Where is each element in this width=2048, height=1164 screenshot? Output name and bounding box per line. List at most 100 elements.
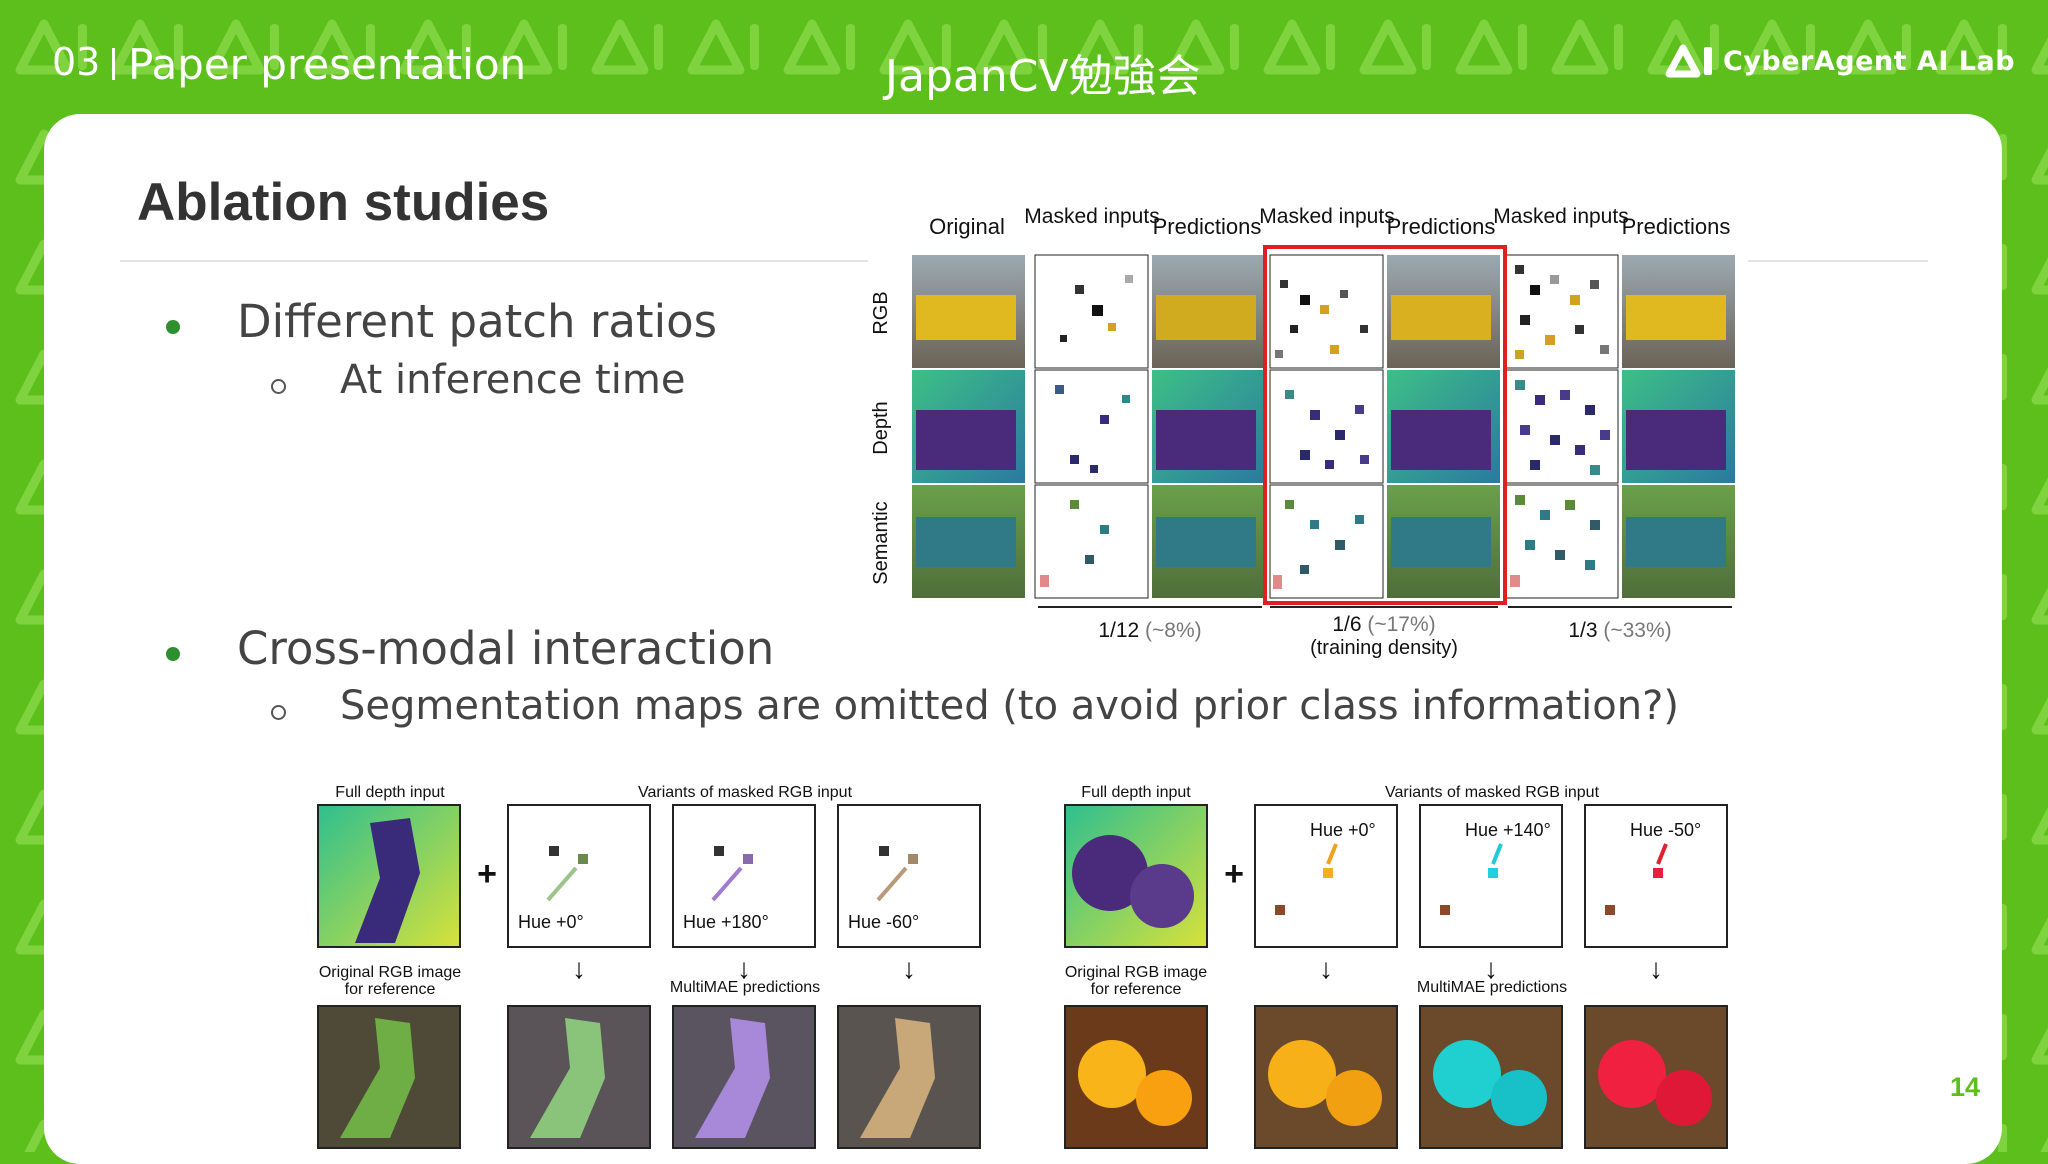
rgb-patch <box>743 854 753 864</box>
highlight-box <box>1263 245 1507 605</box>
bullet-dot <box>166 320 180 334</box>
figure-patch-ratios: Original Masked inputs Predictions Maske… <box>870 205 1735 659</box>
down-arrow-icon: ↓ <box>737 953 751 984</box>
sub-bullet-inference: At inference time <box>340 357 686 403</box>
hue-box-left-2 <box>672 804 816 948</box>
hue-arrow <box>1656 843 1668 865</box>
slide-number: 03 <box>52 40 101 84</box>
bullet-patch-ratios: Different patch ratios <box>237 295 718 348</box>
ratio-label-3: 1/3 (~33%) <box>1568 619 1671 642</box>
label-variants-left: Variants of masked RGB input <box>638 784 853 801</box>
rgb-patch <box>1488 868 1498 878</box>
tram-shape <box>916 295 1016 340</box>
logo: CyberAgent AI Lab <box>1665 44 2015 78</box>
hue-label-left-1: Hue +0° <box>518 912 584 932</box>
slide-title: Ablation studies <box>137 173 550 232</box>
rgb-patch <box>1440 905 1450 915</box>
rgb-patch <box>1605 905 1615 915</box>
fruit-pred-orange <box>1326 1070 1382 1126</box>
page-number: 14 <box>1950 1072 1981 1102</box>
masked-input-3 <box>1504 254 1619 599</box>
column-header-original: Original <box>929 214 1005 239</box>
masked-input-1 <box>1034 254 1149 599</box>
hue-arrow <box>1491 843 1503 865</box>
prediction-1 <box>1152 255 1265 598</box>
semantic-tram-shape <box>916 517 1016 567</box>
fruit-pred-cyan <box>1433 1040 1501 1108</box>
lizard-pred-tan <box>860 1018 935 1138</box>
label-original-left-2: for reference <box>345 981 436 998</box>
column-header-masked-2: Masked inputs <box>1259 205 1394 228</box>
label-full-depth-right: Full depth input <box>1081 784 1191 801</box>
row-label-depth: Depth <box>870 401 892 454</box>
title-rule-left <box>120 260 868 262</box>
label-original-right-2: for reference <box>1091 981 1182 998</box>
hue-box-left-1 <box>507 804 651 948</box>
depth-tram-shape <box>916 410 1016 470</box>
column-header-predictions-2: Predictions <box>1387 214 1496 239</box>
plus-sign-right: + <box>1224 855 1244 893</box>
hue-arrow <box>876 866 908 902</box>
hue-label-right-1: Hue +0° <box>1310 820 1376 840</box>
rgb-patch <box>879 846 889 856</box>
hue-arrow <box>1326 843 1338 865</box>
column-header-predictions-3: Predictions <box>1622 214 1731 239</box>
rgb-patch <box>1323 868 1333 878</box>
presentation-title: Paper presentation <box>128 40 527 89</box>
column-header-predictions-1: Predictions <box>1153 214 1262 239</box>
fruit-pred-cyan <box>1491 1070 1547 1126</box>
sub-bullet-segmentation: Segmentation maps are omitted (to avoid … <box>340 683 1679 729</box>
label-original-right-1: Original RGB image <box>1065 964 1207 981</box>
label-variants-right: Variants of masked RGB input <box>1385 784 1600 801</box>
orange-fruit <box>1136 1070 1192 1126</box>
down-arrow-icon: ↓ <box>1319 953 1333 984</box>
plus-sign-left: + <box>477 855 497 893</box>
rgb-patch <box>908 854 918 864</box>
rgb-patch <box>1275 905 1285 915</box>
left-example: Full depth input Variants of masked RGB … <box>317 784 981 1149</box>
rgb-patch <box>578 854 588 864</box>
lizard-pred-purple <box>695 1018 770 1138</box>
bullet-cross-modal: Cross-modal interaction <box>237 622 775 675</box>
title-rule-right <box>1748 260 1928 262</box>
hue-label-left-3: Hue -60° <box>848 912 919 932</box>
down-arrow-icon: ↓ <box>572 953 586 984</box>
fruit-pred-red <box>1656 1070 1712 1126</box>
hue-arrow <box>546 866 578 902</box>
figure-cross-modal: Full depth input Variants of masked RGB … <box>317 784 1728 1149</box>
prediction-2 <box>1387 255 1500 598</box>
label-full-depth-left: Full depth input <box>335 784 445 801</box>
down-arrow-icon: ↓ <box>1649 953 1663 984</box>
depth-fruit-shape <box>1072 835 1148 911</box>
fruit-pred-red <box>1598 1040 1666 1108</box>
cyberagent-logo-icon <box>1665 44 1712 78</box>
label-original-left-1: Original RGB image <box>319 964 461 981</box>
label-predictions-left: MultiMAE predictions <box>670 979 820 996</box>
hue-label-right-3: Hue -50° <box>1630 820 1701 840</box>
column-header-masked-1: Masked inputs <box>1024 205 1159 228</box>
prediction-3 <box>1622 255 1735 598</box>
bullet-dot <box>166 647 180 661</box>
column-header-masked-3: Masked inputs <box>1493 205 1628 228</box>
row-label-rgb: RGB <box>870 291 892 334</box>
down-arrow-icon: ↓ <box>1484 953 1498 984</box>
orange-fruit <box>1078 1040 1146 1108</box>
ratio-note-2: (training density) <box>1310 637 1458 659</box>
rgb-patch <box>549 846 559 856</box>
label-predictions-right: MultiMAE predictions <box>1417 979 1567 996</box>
lizard-shape <box>340 1018 415 1138</box>
masked-input-2 <box>1269 254 1384 599</box>
row-label-semantic: Semantic <box>870 501 892 584</box>
depth-fruit-shape <box>1130 864 1194 928</box>
ratio-label-2: 1/6 (~17%) <box>1332 613 1435 636</box>
hue-label-left-2: Hue +180° <box>683 912 769 932</box>
image-grid <box>912 254 1735 599</box>
hue-box-left-3 <box>837 804 981 948</box>
lizard-pred-green <box>530 1018 605 1138</box>
logo-text: CyberAgent AI Lab <box>1723 45 2016 77</box>
sub-bullet-ring <box>271 705 286 720</box>
hue-arrow <box>711 866 743 902</box>
rgb-patch <box>714 846 724 856</box>
down-arrow-icon: ↓ <box>902 953 916 984</box>
header-separator <box>112 48 115 80</box>
